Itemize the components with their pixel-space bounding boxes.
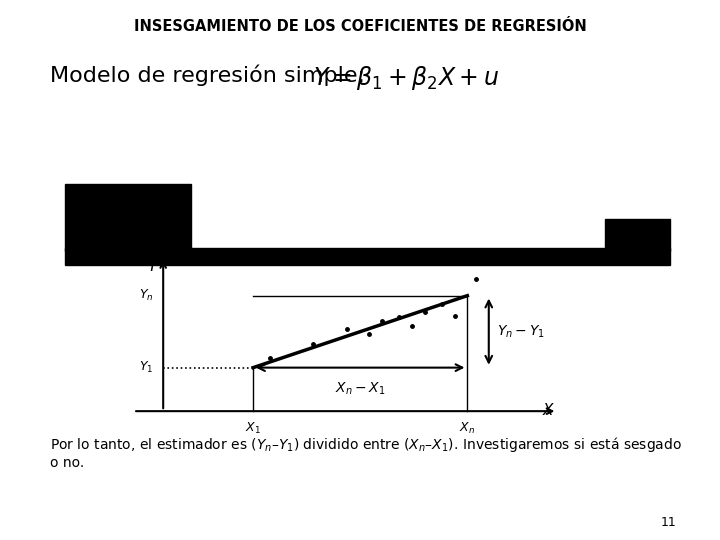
Text: Modelo de regresión simple:: Modelo de regresión simple: bbox=[50, 65, 379, 86]
Text: $X_n - X_1$: $X_n - X_1$ bbox=[335, 381, 385, 397]
Text: X: X bbox=[543, 403, 553, 418]
Text: $X_1$: $X_1$ bbox=[246, 421, 261, 436]
Text: $X_n$: $X_n$ bbox=[459, 421, 475, 436]
Text: $Y = \beta_1 + \beta_2 X + u$: $Y = \beta_1 + \beta_2 X + u$ bbox=[313, 64, 500, 92]
Text: $Y_n$: $Y_n$ bbox=[139, 288, 153, 303]
Text: Por lo tanto, el estimador es ($Y_n$–$Y_1$) dividido entre ($X_n$–$X_1$). Invest: Por lo tanto, el estimador es ($Y_n$–$Y_… bbox=[50, 435, 683, 470]
Text: 11: 11 bbox=[661, 516, 677, 529]
Text: INSESGAMIENTO DE LOS COEFICIENTES DE REGRESIÓN: INSESGAMIENTO DE LOS COEFICIENTES DE REG… bbox=[134, 19, 586, 34]
Text: $Y_1$: $Y_1$ bbox=[139, 360, 153, 375]
Text: Y: Y bbox=[148, 259, 157, 274]
Text: $Y_n - Y_1$: $Y_n - Y_1$ bbox=[498, 323, 545, 340]
